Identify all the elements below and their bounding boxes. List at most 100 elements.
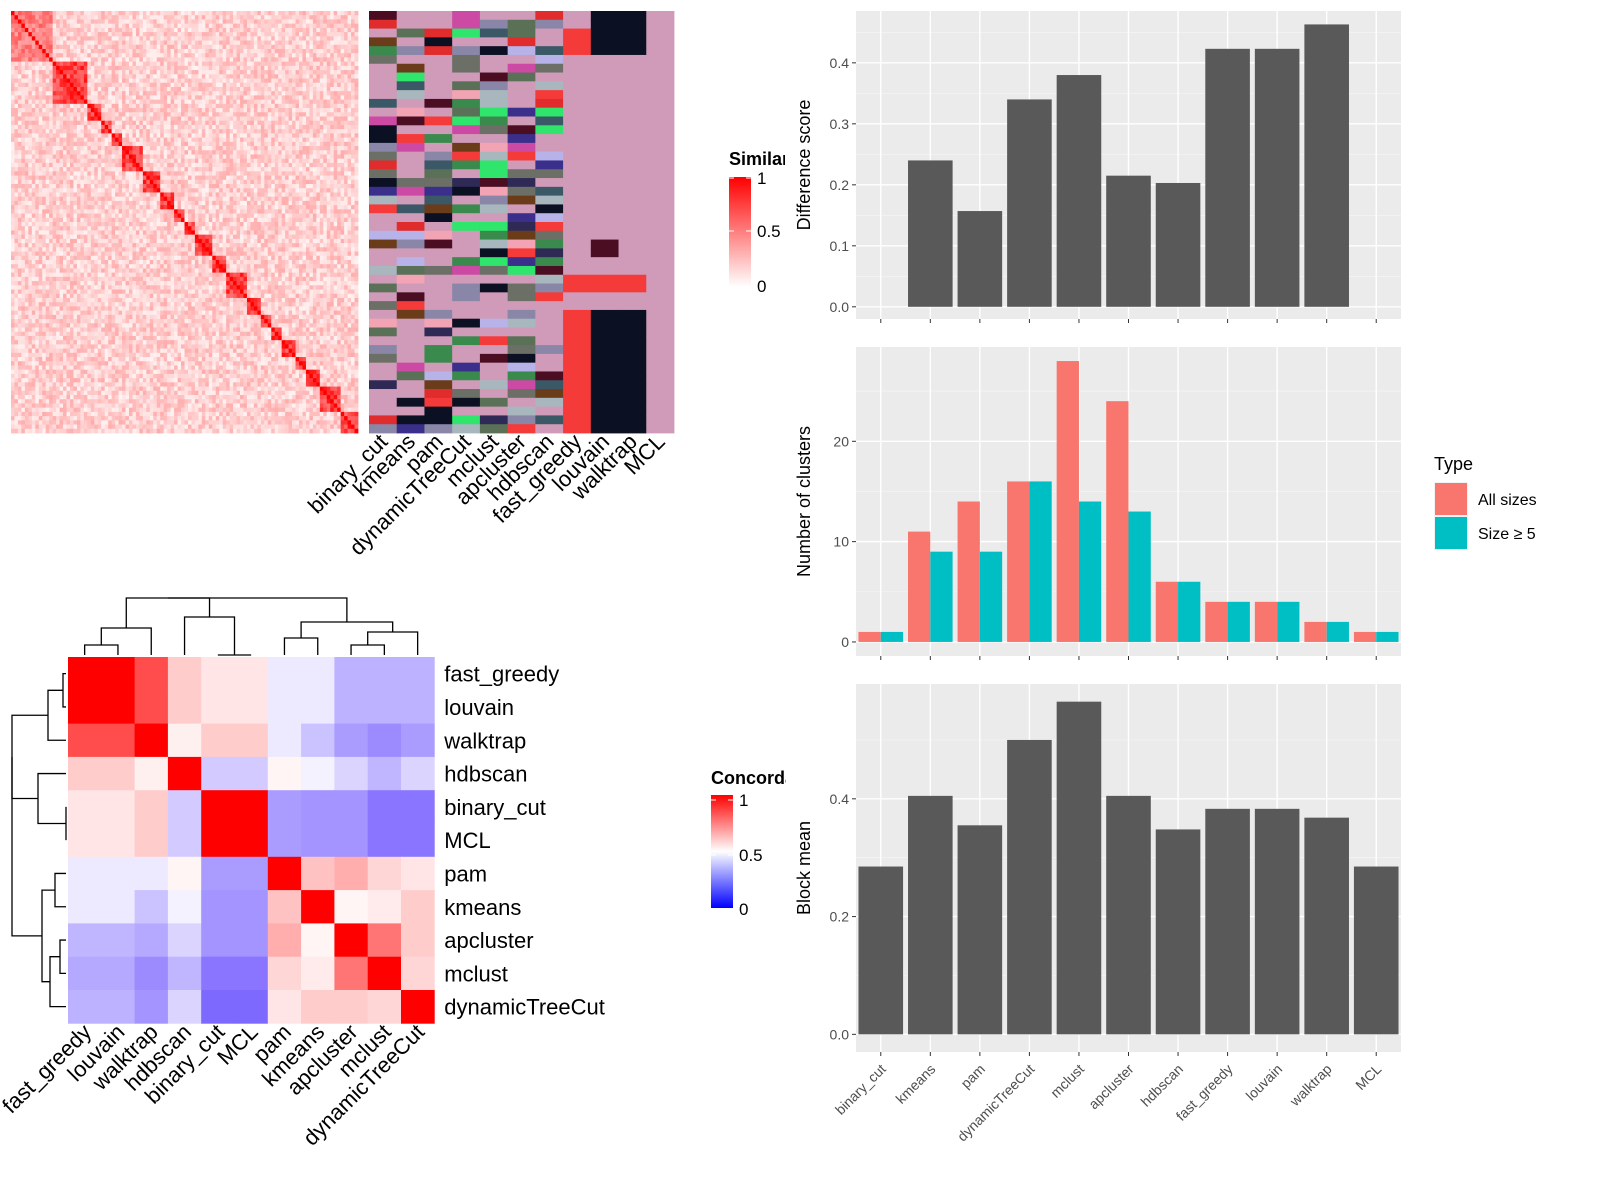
- similarity-cell: [24, 61, 29, 67]
- similarity-cell: [111, 95, 116, 101]
- similarity-cell: [187, 53, 192, 58]
- similarity-cell: [45, 171, 50, 176]
- similarity-cell: [253, 213, 258, 219]
- similarity-cell: [212, 141, 217, 147]
- similarity-cell: [226, 120, 231, 126]
- similarity-cell: [347, 150, 352, 155]
- similarity-cell: [212, 133, 217, 138]
- similarity-cell: [108, 86, 113, 92]
- similarity-cell: [274, 91, 279, 96]
- similarity-cell: [28, 150, 33, 155]
- similarity-cell: [28, 32, 33, 37]
- similarity-cell: [253, 65, 258, 71]
- similarity-cell: [128, 70, 133, 75]
- similarity-cell: [146, 158, 151, 164]
- similarity-cell: [142, 141, 147, 147]
- similarity-cell: [87, 146, 92, 151]
- similarity-cell: [73, 137, 78, 143]
- similarity-cell: [208, 167, 213, 172]
- similarity-cell: [250, 205, 255, 210]
- similarity-cell: [281, 209, 286, 214]
- similarity-cell: [56, 158, 60, 164]
- similarity-cell: [83, 70, 88, 75]
- similarity-cell: [184, 184, 189, 189]
- similarity-cell: [295, 65, 300, 71]
- similarity-cell: [108, 209, 113, 214]
- similarity-cell: [264, 40, 269, 46]
- similarity-cell: [351, 146, 355, 151]
- similarity-cell: [288, 91, 293, 96]
- similarity-cell: [69, 57, 74, 63]
- similarity-cell: [132, 129, 137, 134]
- similarity-cell: [305, 15, 310, 20]
- similarity-cell: [24, 171, 29, 176]
- similarity-cell: [49, 103, 54, 109]
- similarity-cell: [132, 179, 137, 185]
- similarity-cell: [319, 141, 324, 147]
- similarity-cell: [45, 15, 50, 20]
- similarity-cell: [56, 162, 60, 168]
- similarity-cell: [260, 40, 265, 46]
- similarity-cell: [316, 40, 321, 46]
- similarity-cell: [295, 188, 300, 193]
- similarity-cell: [299, 48, 303, 54]
- similarity-cell: [83, 74, 88, 79]
- similarity-cell: [104, 129, 109, 134]
- similarity-cell: [292, 65, 296, 71]
- similarity-cell: [316, 196, 321, 202]
- similarity-cell: [250, 48, 255, 54]
- similarity-cell: [49, 192, 54, 198]
- similarity-cell: [59, 158, 64, 164]
- similarity-cell: [174, 137, 178, 143]
- similarity-cell: [66, 11, 71, 16]
- similarity-cell: [191, 48, 196, 54]
- similarity-cell: [42, 154, 47, 160]
- similarity-cell: [122, 171, 126, 176]
- similarity-cell: [38, 23, 43, 29]
- similarity-cell: [198, 141, 203, 147]
- similarity-cell: [128, 137, 133, 143]
- similarity-cell: [340, 95, 345, 101]
- similarity-cell: [302, 103, 307, 109]
- similarity-cell: [226, 146, 231, 151]
- similarity-cell: [250, 141, 255, 147]
- similarity-cell: [337, 146, 342, 151]
- similarity-cell: [174, 129, 178, 134]
- similarity-cell: [212, 120, 217, 126]
- similarity-cell: [66, 116, 71, 122]
- similarity-cell: [187, 44, 192, 50]
- similarity-cell: [122, 99, 126, 105]
- similarity-cell: [285, 70, 289, 75]
- similarity-cell: [56, 146, 60, 151]
- similarity-cell: [104, 108, 109, 113]
- similarity-cell: [302, 23, 307, 29]
- similarity-cell: [212, 74, 217, 79]
- similarity-cell: [246, 36, 251, 41]
- similarity-cell: [219, 70, 224, 75]
- similarity-cell: [278, 91, 283, 96]
- similarity-cell: [288, 162, 293, 168]
- similarity-cell: [246, 158, 251, 164]
- similarity-cell: [63, 108, 67, 113]
- similarity-cell: [101, 36, 106, 41]
- similarity-cell: [299, 112, 303, 117]
- similarity-cell: [56, 44, 60, 50]
- similarity-cell: [299, 82, 303, 88]
- similarity-cell: [14, 171, 19, 176]
- similarity-cell: [181, 112, 185, 117]
- similarity-cell: [17, 162, 22, 168]
- similarity-cell: [42, 129, 47, 134]
- similarity-cell: [73, 91, 78, 96]
- similarity-cell: [187, 124, 192, 130]
- similarity-cell: [246, 74, 251, 79]
- similarity-cell: [52, 175, 57, 181]
- similarity-cell: [340, 27, 345, 33]
- similarity-cell: [24, 15, 29, 20]
- similarity-cell: [274, 32, 279, 37]
- similarity-cell: [240, 86, 244, 92]
- similarity-cell: [323, 53, 328, 58]
- similarity-cell: [219, 150, 224, 155]
- similarity-cell: [250, 209, 255, 214]
- similarity-cell: [122, 112, 126, 117]
- similarity-cell: [14, 205, 19, 210]
